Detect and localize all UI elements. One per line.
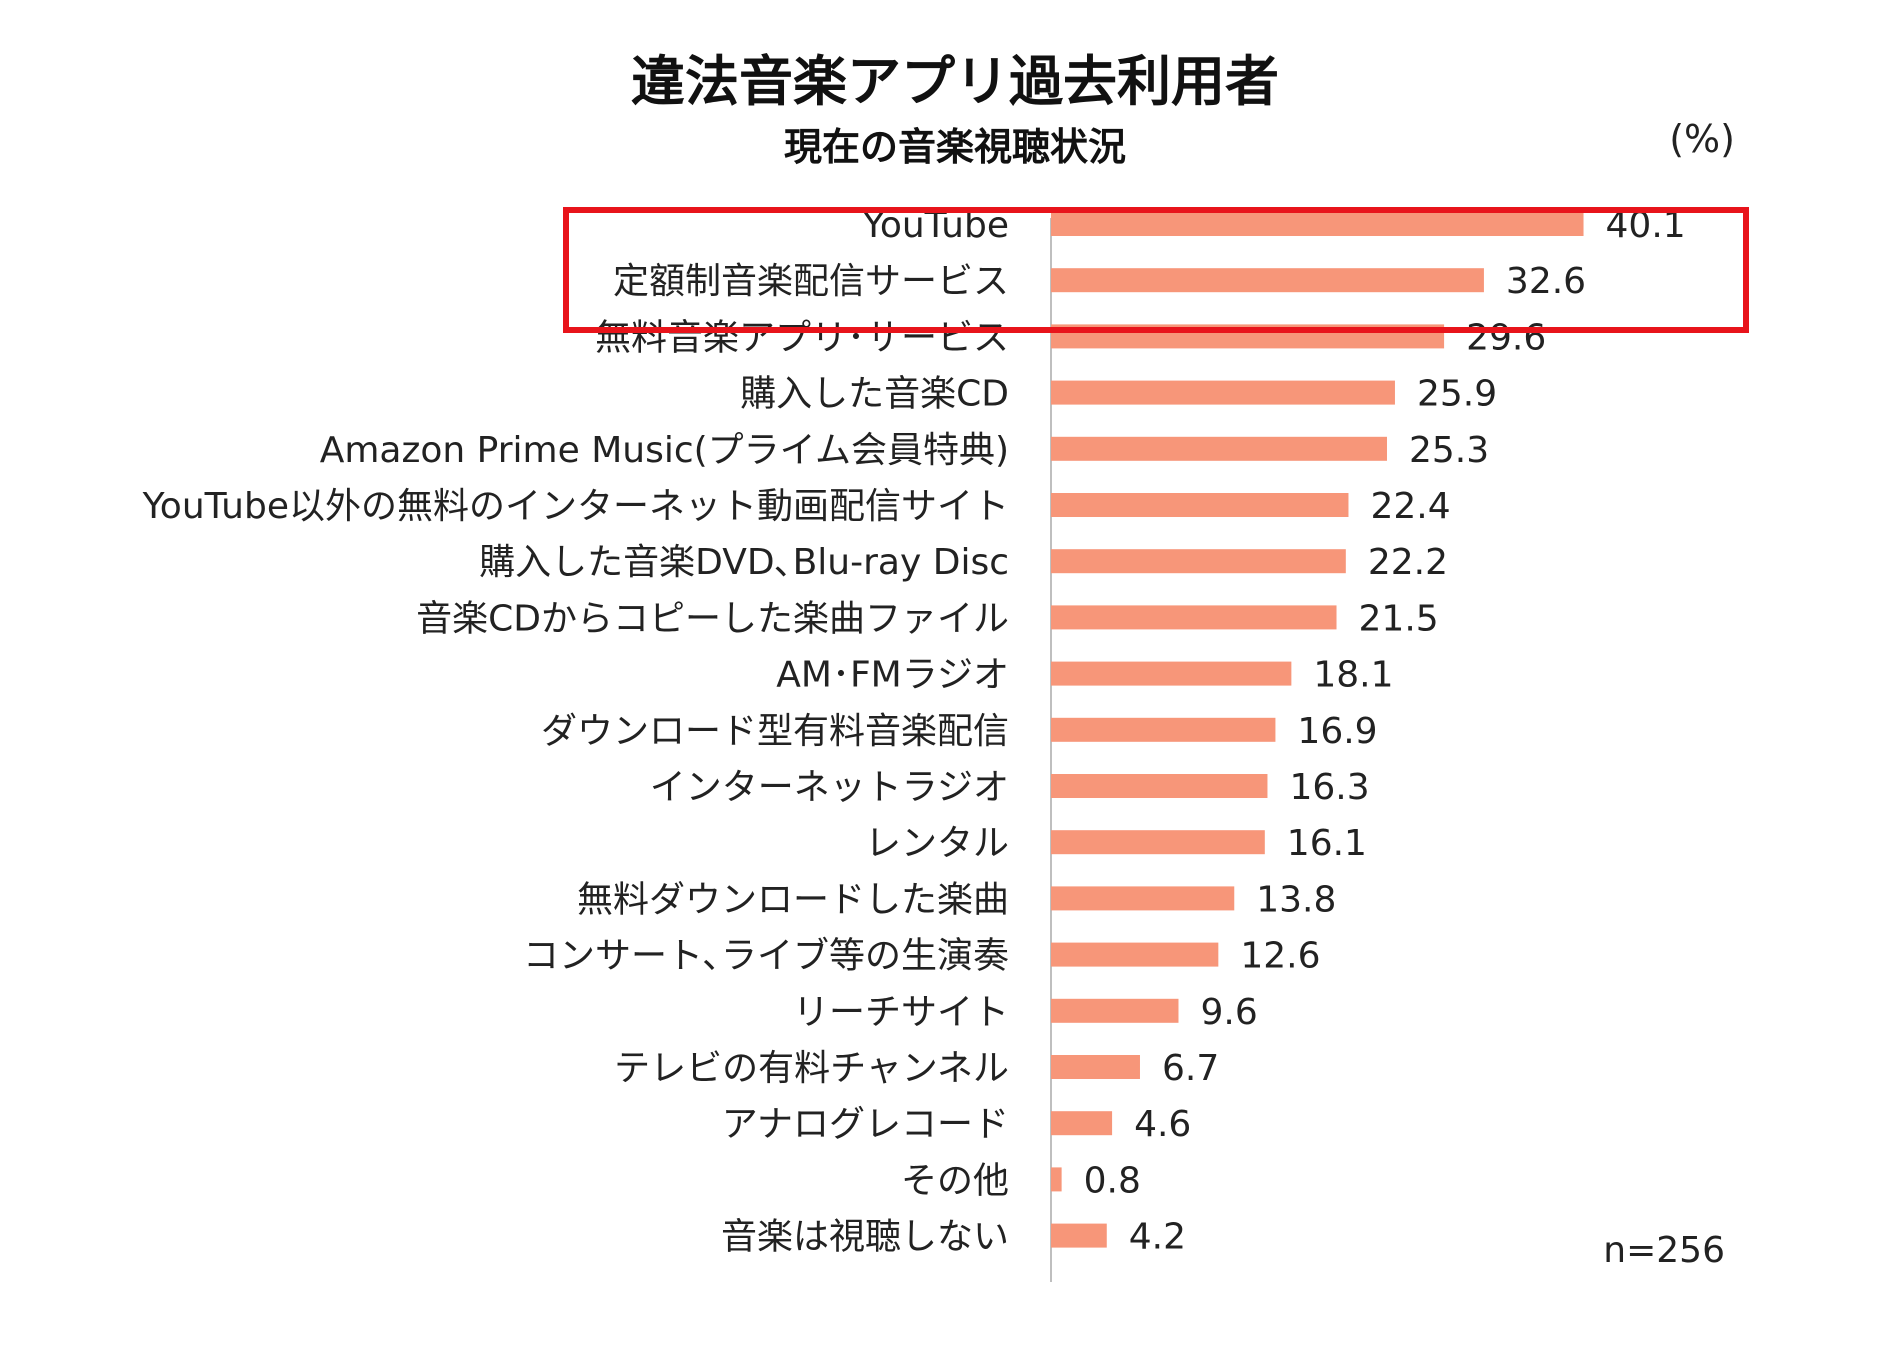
chart-subtitle: 現在の音楽視聴状況 [784, 125, 1126, 169]
bars-layer [1051, 212, 1584, 1248]
bar-3 [1051, 380, 1395, 405]
value-label-9: 16.9 [1297, 711, 1377, 752]
category-label-7: 音楽CDからコピーした楽曲ファイル [416, 598, 1009, 639]
bar-9 [1051, 717, 1276, 742]
bar-18 [1051, 1223, 1107, 1248]
category-label-15: テレビの有料チャンネル [614, 1048, 1009, 1089]
category-label-4: Amazon Prime Music(プライム会員特典) [320, 430, 1009, 471]
bar-4 [1051, 436, 1387, 461]
category-label-17: その他 [901, 1160, 1009, 1201]
value-label-4: 25.3 [1409, 430, 1489, 471]
value-label-2: 29.6 [1466, 317, 1546, 358]
value-label-12: 13.8 [1256, 879, 1336, 920]
value-label-17: 0.8 [1084, 1160, 1141, 1201]
bar-16 [1051, 1111, 1113, 1136]
value-label-1: 32.6 [1506, 261, 1586, 302]
bar-14 [1051, 998, 1179, 1023]
bar-8 [1051, 661, 1292, 686]
category-label-3: 購入した音楽CD [740, 374, 1009, 415]
category-label-13: コンサート､ライブ等の生演奏 [523, 936, 1009, 977]
category-label-11: レンタル [865, 823, 1009, 864]
sample-size-note: n=256 [1603, 1230, 1725, 1271]
bar-13 [1051, 942, 1219, 967]
bar-7 [1051, 605, 1337, 630]
bar-11 [1051, 830, 1265, 855]
category-label-18: 音楽は視聴しない [721, 1217, 1009, 1258]
value-label-15: 6.7 [1162, 1048, 1219, 1089]
category-label-14: リーチサイト [793, 992, 1009, 1033]
value-label-8: 18.1 [1313, 655, 1393, 696]
value-label-6: 22.2 [1368, 542, 1448, 583]
bar-15 [1051, 1055, 1140, 1079]
highlight-box [563, 207, 1749, 333]
category-label-10: インターネットラジオ [650, 767, 1009, 808]
bar-0 [1051, 212, 1584, 236]
value-label-3: 25.9 [1417, 374, 1497, 415]
value-label-5: 22.4 [1370, 486, 1450, 527]
category-label-5: YouTube以外の無料のインターネット動画配信サイト [142, 486, 1009, 527]
bar-12 [1051, 886, 1235, 911]
category-label-8: AM･FMラジオ [776, 655, 1009, 696]
value-label-18: 4.2 [1129, 1217, 1186, 1258]
bar-1 [1051, 268, 1484, 293]
category-label-6: 購入した音楽DVD､Blu-ray Disc [479, 542, 1009, 583]
category-label-2: 無料音楽アプリ･サービス [595, 317, 1009, 358]
chart-title: 違法音楽アプリ過去利用者 [631, 50, 1279, 113]
value-label-14: 9.6 [1200, 992, 1257, 1033]
category-label-16: アナログレコード [722, 1104, 1009, 1145]
unit-label: (%) [1669, 117, 1735, 161]
bar-6 [1051, 549, 1346, 574]
bar-17 [1051, 1167, 1062, 1192]
value-label-7: 21.5 [1359, 598, 1439, 639]
value-label-10: 16.3 [1289, 767, 1369, 808]
labels-layer: 40.1YouTube32.6定額制音楽配信サービス29.6無料音楽アプリ･サー… [142, 205, 1686, 1258]
bar-10 [1051, 774, 1268, 798]
category-label-9: ダウンロード型有料音楽配信 [541, 711, 1009, 752]
category-label-12: 無料ダウンロードした楽曲 [577, 879, 1009, 920]
bar-5 [1051, 493, 1349, 517]
category-label-1: 定額制音楽配信サービス [613, 261, 1009, 302]
value-label-16: 4.6 [1134, 1104, 1191, 1145]
value-label-11: 16.1 [1287, 823, 1367, 864]
value-label-13: 12.6 [1240, 936, 1320, 977]
